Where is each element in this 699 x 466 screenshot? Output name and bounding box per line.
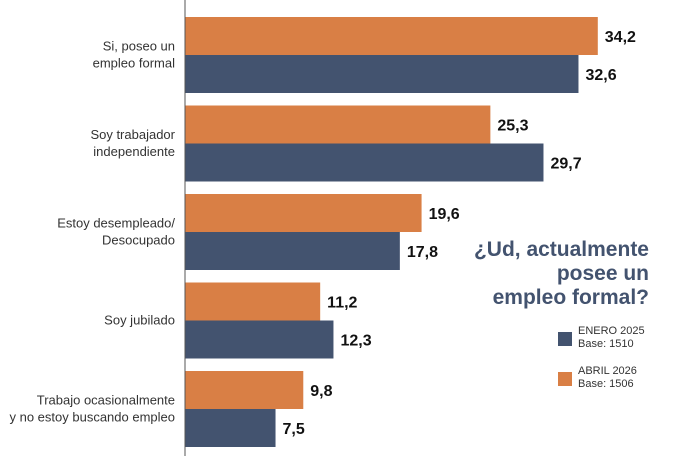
legend-label: ENERO 2025 (578, 325, 645, 337)
bar (185, 320, 334, 359)
bar (185, 371, 304, 409)
category-label: y no estoy buscando empleo (10, 410, 176, 425)
title-line: posee un (556, 262, 649, 285)
legend-label: ABRIL 2026 (578, 365, 637, 377)
data-label: 17,8 (407, 244, 438, 261)
data-label: 9,8 (310, 383, 332, 400)
category-label: Si, poseo un (103, 39, 175, 54)
bar (185, 232, 400, 270)
bar (185, 55, 579, 93)
title-line: empleo formal? (492, 286, 649, 309)
category-label: Soy jubilado (104, 313, 175, 328)
legend-base: Base: 1506 (578, 378, 634, 390)
legend-swatch (558, 332, 572, 346)
category-label: empleo formal (93, 56, 175, 71)
category-label: Soy trabajador (90, 127, 175, 142)
data-label: 34,2 (605, 29, 636, 46)
bar (185, 194, 422, 232)
category-label: Desocupado (102, 233, 175, 248)
data-label: 29,7 (550, 156, 581, 173)
bar (185, 17, 598, 55)
data-label: 7,5 (283, 421, 305, 438)
category-label: Estoy desempleado/ (57, 216, 175, 231)
data-label: 11,2 (327, 295, 357, 312)
data-label: 25,3 (497, 118, 528, 135)
bar (185, 282, 321, 321)
bar (185, 105, 491, 144)
category-label: independiente (93, 144, 175, 159)
legend-base: Base: 1510 (578, 338, 634, 350)
category-label: Trabajo ocasionalmente (37, 393, 175, 408)
chart-title: ¿Ud, actualmente posee un empleo formal? (474, 238, 649, 310)
data-label: 12,3 (340, 333, 371, 350)
title-line: ¿Ud, actualmente (473, 238, 649, 261)
data-label: 32,6 (585, 67, 616, 84)
legend-swatch (558, 372, 572, 386)
bar (185, 143, 544, 182)
data-label: 19,6 (429, 206, 460, 223)
bar (185, 409, 276, 447)
